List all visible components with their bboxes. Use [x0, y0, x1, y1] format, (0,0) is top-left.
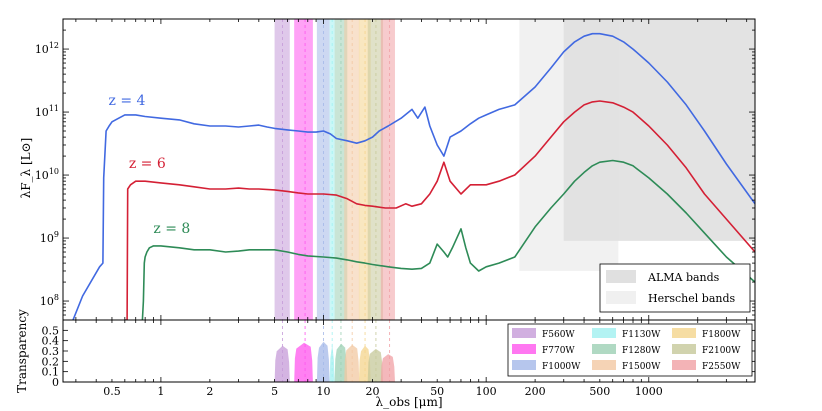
- y-tick-label-bottom: 0.1: [42, 366, 60, 379]
- x-tick-label: 10: [317, 385, 331, 398]
- filter-curve-F770W: [294, 342, 313, 382]
- y-tick-label-bottom: 0.3: [42, 345, 60, 358]
- series-line-z=4: [72, 32, 755, 320]
- band-F2550W: [380, 19, 395, 320]
- series-label-z=6: z = 6: [129, 156, 166, 172]
- band-F770W: [294, 19, 313, 320]
- x-tick-label: 1: [157, 385, 164, 398]
- legend-swatch-F1000W: [512, 360, 536, 370]
- band-F560W: [274, 19, 290, 320]
- filter-transparency-group: [274, 341, 395, 382]
- x-tick-label: 20: [365, 385, 379, 398]
- series-label-z=8: z = 8: [153, 221, 190, 237]
- x-axis-label: λ_obs [μm]: [375, 395, 442, 409]
- bottom-y-axis-label: Transparency: [15, 309, 29, 393]
- legend-label-F1280W: F1280W: [622, 346, 661, 356]
- legend-swatch-F1280W: [592, 344, 616, 354]
- y-tick-label-top: 1012: [35, 41, 59, 56]
- legend-label-F1000W: F1000W: [542, 362, 581, 372]
- filter-curve-F2100W: [367, 348, 383, 382]
- series-line-z=8: [141, 159, 755, 320]
- y-tick-label-bottom: 0.5: [42, 324, 60, 337]
- legend-label-F1130W: F1130W: [622, 330, 661, 340]
- legend-swatch-F1800W: [672, 328, 696, 338]
- filter-curve-F1500W: [344, 344, 360, 382]
- series-label-group: z = 4 z = 6 z = 8: [109, 93, 191, 237]
- x-tick-label: 0.5: [103, 385, 121, 398]
- axis-tick-labels: 0.5 1 2 5 10 20 50 100 200 500 1000 108 109 1010 1011 1…: [35, 41, 663, 398]
- legend-filters-box: [507, 323, 753, 377]
- band-F2100W: [367, 19, 383, 320]
- y-tick-label-bottom: 0.2: [42, 355, 60, 368]
- filter-curve-F2550W: [380, 354, 395, 382]
- top-y-axis-label: λF_λ [L⊙]: [19, 138, 33, 199]
- x-tick-label: 5: [271, 385, 278, 398]
- x-tick-label: 500: [589, 385, 610, 398]
- legend-label-alma-bands: ALMA bands: [647, 271, 720, 284]
- series-line-z=6: [124, 100, 755, 320]
- y-tick-label-bottom: 0: [52, 376, 59, 389]
- sed-series-group: [72, 32, 755, 320]
- y-tick-label-top: 1010: [35, 167, 59, 182]
- x-tick-label: 50: [430, 385, 444, 398]
- y-tick-label-top: 1011: [35, 104, 59, 119]
- series-label-z=4: z = 4: [109, 93, 146, 109]
- legend-swatch-herschel-bands: [606, 291, 636, 304]
- y-tick-label-bottom: 0.4: [42, 335, 60, 348]
- shaded-region-alma-bands: [563, 19, 755, 241]
- legend-label-herschel-bands: Herschel bands: [648, 292, 736, 305]
- x-tick-label: 1000: [635, 385, 663, 398]
- shaded-region-group: [519, 19, 755, 271]
- y-tick-label-top: 108: [40, 293, 59, 308]
- legend-swatch-F1500W: [592, 360, 616, 370]
- legend-label-F2100W: F2100W: [702, 346, 741, 356]
- x-tick-label: 200: [525, 385, 546, 398]
- legend-label-F2550W: F2550W: [702, 362, 741, 372]
- legend-swatch-alma-bands: [606, 270, 636, 283]
- x-tick-label: 2: [206, 385, 213, 398]
- legend-swatch-F2100W: [672, 344, 696, 354]
- legend-swatch-F560W: [512, 328, 536, 338]
- legend-label-F1800W: F1800W: [702, 330, 741, 340]
- filter-band-group: [274, 19, 395, 320]
- x-tick-label: 100: [476, 385, 497, 398]
- legend-filters: F560W F770W F1000W F1130W F1280W F1500W F1800W…: [507, 323, 753, 377]
- legend-label-F770W: F770W: [542, 346, 575, 356]
- legend-swatch-F1130W: [592, 328, 616, 338]
- y-tick-label-top: 109: [40, 230, 59, 245]
- band-F1500W: [344, 19, 360, 320]
- filter-curve-F1000W: [316, 341, 330, 382]
- legend-far-ir: ALMA bands Herschel bands: [599, 263, 751, 313]
- filter-center-lines: [282, 320, 391, 382]
- legend-swatch-F2550W: [672, 360, 696, 370]
- legend-label-F1500W: F1500W: [622, 362, 661, 372]
- legend-label-F560W: F560W: [542, 330, 575, 340]
- axis-ticks: [63, 18, 755, 383]
- legend-swatch-F770W: [512, 344, 536, 354]
